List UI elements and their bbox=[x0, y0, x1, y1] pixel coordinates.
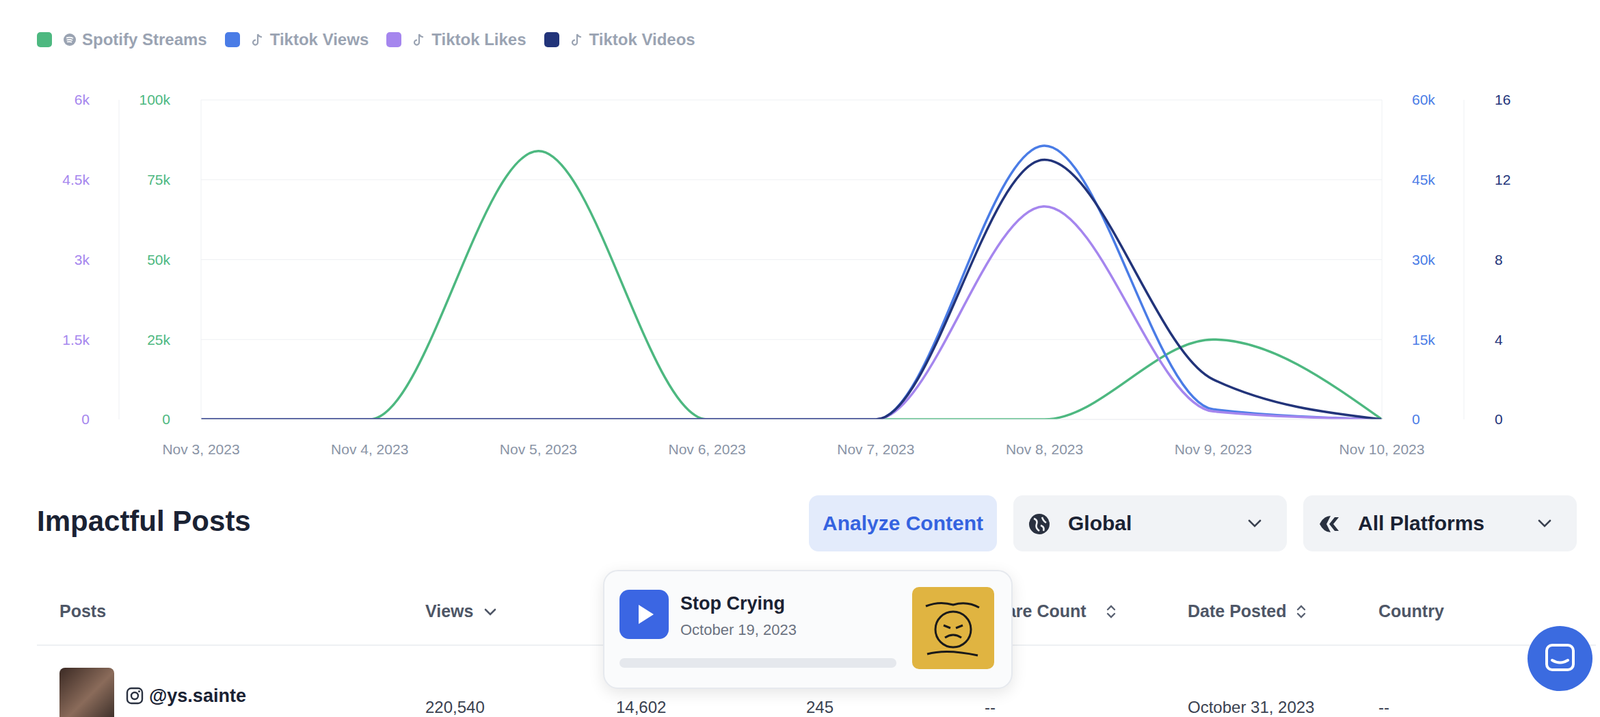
html-text:220,540: 220,540 bbox=[425, 697, 485, 716]
html-text:@ys.sainte: @ys.sainte bbox=[149, 685, 247, 706]
svg-text:6k: 6k bbox=[74, 91, 91, 108]
html-text:Spotify Streams: Spotify Streams bbox=[82, 30, 207, 49]
svg-text:25k: 25k bbox=[147, 331, 171, 348]
html-text:Tiktok Videos: Tiktok Videos bbox=[589, 30, 696, 49]
svg-text:0: 0 bbox=[1411, 410, 1421, 427]
svg-text:0: 0 bbox=[162, 410, 171, 427]
svg-text:4.5k: 4.5k bbox=[62, 171, 90, 188]
svg-text:4: 4 bbox=[1494, 331, 1503, 348]
svg-text:45k: 45k bbox=[1411, 171, 1436, 188]
html-text:Posts: Posts bbox=[59, 601, 107, 621]
svg-text:Nov 5, 2023: Nov 5, 2023 bbox=[499, 441, 578, 457]
svg-text:Nov 4, 2023: Nov 4, 2023 bbox=[330, 441, 409, 457]
svg-text:3k: 3k bbox=[74, 251, 91, 268]
svg-text:8: 8 bbox=[1494, 251, 1503, 268]
svg-text:Nov 3, 2023: Nov 3, 2023 bbox=[162, 441, 240, 457]
html-text:245: 245 bbox=[806, 697, 834, 716]
html-text:Country: Country bbox=[1378, 601, 1444, 621]
html-text:All Platforms: All Platforms bbox=[1357, 511, 1485, 535]
html-text:October 19, 2023: October 19, 2023 bbox=[680, 620, 797, 638]
html-text:Views: Views bbox=[425, 601, 474, 621]
svg-text:75k: 75k bbox=[147, 171, 171, 188]
html-text:Tiktok Views: Tiktok Views bbox=[269, 30, 369, 49]
svg-text:0: 0 bbox=[81, 410, 90, 427]
svg-text:30k: 30k bbox=[1411, 251, 1436, 268]
html-text:Analyze Content: Analyze Content bbox=[822, 511, 984, 535]
svg-text:Nov 6, 2023: Nov 6, 2023 bbox=[668, 441, 746, 457]
html-text:Date Posted: Date Posted bbox=[1187, 601, 1287, 621]
svg-text:Nov 8, 2023: Nov 8, 2023 bbox=[1005, 441, 1084, 457]
svg-text:60k: 60k bbox=[1411, 91, 1436, 108]
svg-text:16: 16 bbox=[1494, 91, 1511, 108]
html-text:Impactful Posts: Impactful Posts bbox=[36, 504, 251, 537]
svg-text:12: 12 bbox=[1494, 171, 1511, 188]
html-text:October 31, 2023: October 31, 2023 bbox=[1187, 697, 1315, 716]
svg-text:Nov 9, 2023: Nov 9, 2023 bbox=[1174, 441, 1252, 457]
svg-text:100k: 100k bbox=[138, 91, 171, 108]
svg-text:50k: 50k bbox=[147, 251, 171, 268]
html-text:Stop Crying: Stop Crying bbox=[680, 592, 785, 614]
svg-text:Nov 10, 2023: Nov 10, 2023 bbox=[1339, 441, 1425, 457]
html-text:Tiktok Likes: Tiktok Likes bbox=[431, 30, 527, 49]
html-text:Share Count: Share Count bbox=[984, 601, 1087, 621]
svg-text:15k: 15k bbox=[1411, 331, 1436, 348]
html-text:14,602: 14,602 bbox=[616, 697, 667, 716]
html-text:Global: Global bbox=[1068, 511, 1132, 535]
svg-text:Nov 7, 2023: Nov 7, 2023 bbox=[836, 441, 915, 457]
svg-text:0: 0 bbox=[1494, 410, 1503, 427]
svg-text:1.5k: 1.5k bbox=[62, 331, 90, 348]
